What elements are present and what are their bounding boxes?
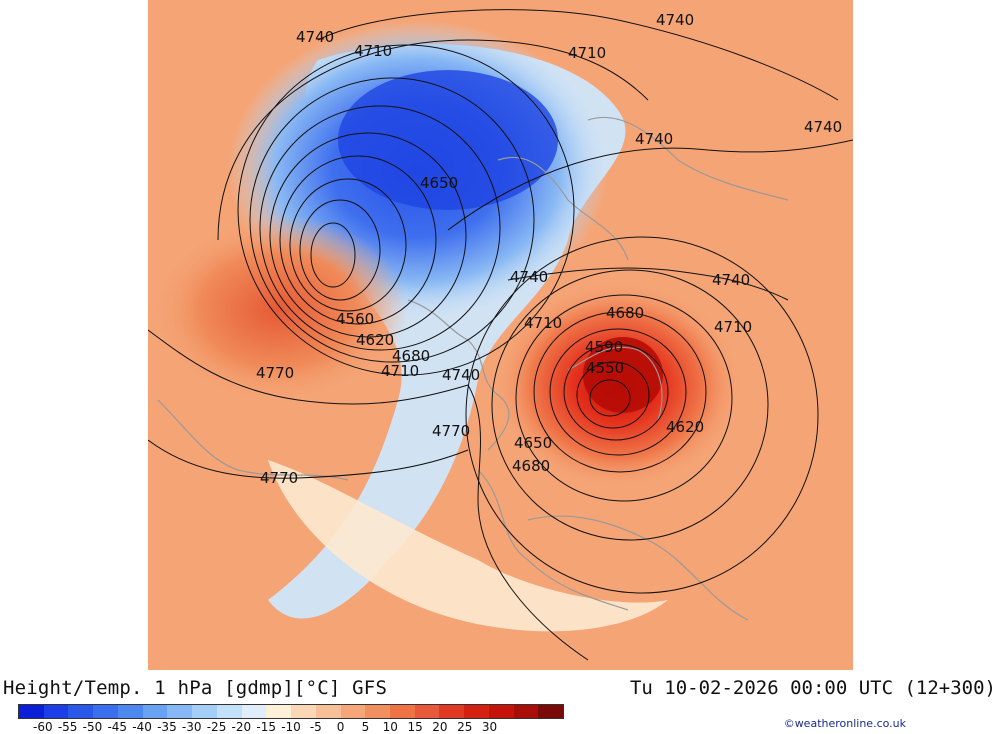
contour-label: 4620 [356, 331, 394, 349]
contour-label: 4770 [432, 422, 470, 440]
contour-label: 4710 [524, 314, 562, 332]
colorbar-swatch [19, 705, 44, 718]
colorbar-swatch [216, 705, 242, 718]
contour-label: 4590 [585, 338, 623, 356]
colorbar-tick-label: 10 [382, 720, 398, 734]
colorbar-tick-label: 15 [407, 720, 423, 734]
colorbar-swatch [117, 705, 143, 718]
colorbar-tick-label: -40 [132, 720, 152, 734]
contour-label: 4650 [420, 174, 458, 192]
contour-label: 4740 [510, 268, 548, 286]
contour-label: 4740 [804, 118, 842, 136]
contour-label: 4740 [635, 130, 673, 148]
colorbar-tick-label: 30 [481, 720, 498, 734]
colorbar-swatch [538, 705, 564, 718]
colorbar [18, 704, 564, 719]
warm-left [148, 215, 408, 405]
coastlines [157, 116, 789, 621]
weather-map: 4740 4710 4710 4740 4740 4740 4650 4740 … [148, 0, 853, 670]
colorbar-tick-label: -20 [231, 720, 252, 734]
colorbar-tick-label: 20 [432, 720, 448, 734]
colorbar-swatch [414, 705, 440, 718]
contour-label: 4550 [586, 359, 624, 377]
colorbar-swatch [291, 705, 316, 718]
colorbar-swatch [439, 705, 465, 718]
colorbar-swatch [93, 705, 118, 718]
colorbar-tick-label: -25 [206, 720, 227, 734]
warm-core-center [583, 337, 663, 413]
colorbar-swatch [390, 705, 415, 718]
colorbar-swatch [488, 705, 514, 718]
colorbar-tick-label: 25 [457, 720, 473, 734]
colorbar-tick-label: -30 [181, 720, 202, 734]
contours-low-east [465, 236, 819, 594]
contour-labels: 4740 4710 4710 4740 4740 4740 4650 4740 … [256, 11, 842, 487]
contour-label: 4710 [381, 362, 419, 380]
credit-link[interactable]: ©weatheronline.co.uk [783, 717, 906, 730]
contour-label: 4740 [296, 28, 334, 46]
colorbar-tick-label: -35 [157, 720, 177, 734]
map-title: Height/Temp. 1 hPa [gdmp][°C] GFS [3, 677, 388, 699]
colorbar-tick-label: -10 [281, 720, 301, 734]
contour-label: 4710 [354, 42, 392, 60]
contours-outer [148, 9, 853, 661]
colorbar-tick-label: -60 [33, 720, 53, 734]
contours-low-west [217, 39, 649, 376]
colorbar-ticks: -60 -55 -50 -45 -40 -35 -30 -25 -20 -15 -10 -5 0 5 10 1… [18, 720, 564, 734]
colorbar-swatch [192, 705, 217, 718]
colorbar-swatch [315, 705, 341, 718]
contour-label: 4650 [514, 434, 552, 452]
cold-core [338, 70, 558, 210]
colorbar-swatch [167, 705, 193, 718]
contour-label: 4680 [606, 304, 644, 322]
colorbar-tick-label: 0 [336, 720, 345, 734]
colorbar-swatch [68, 705, 94, 718]
contour-label: 4710 [568, 44, 606, 62]
contour-label: 4740 [442, 366, 480, 384]
colorbar-tick-label: -5 [309, 720, 322, 734]
contour-label: 4680 [392, 347, 430, 365]
map-canvas: 4740 4710 4710 4740 4740 4740 4650 4740 … [148, 0, 853, 670]
colorbar-tick-label: -15 [256, 720, 276, 734]
colorbar-swatch [43, 705, 69, 718]
colorbar-swatch [241, 705, 267, 718]
contour-label: 4770 [260, 469, 298, 487]
colorbar-tick-label: -45 [107, 720, 128, 734]
colorbar-swatch [365, 705, 391, 718]
colorbar-swatch [142, 705, 168, 718]
colorbar-tick-label: -50 [82, 720, 103, 734]
colorbar-swatch [340, 705, 366, 718]
colorbar-swatch [464, 705, 489, 718]
contour-label: 4740 [712, 271, 750, 289]
contour-label: 4560 [336, 310, 374, 328]
contour-label: 4620 [666, 418, 704, 436]
contour-label: 4680 [512, 457, 550, 475]
contour-label: 4740 [656, 11, 694, 29]
contour-label: 4710 [714, 318, 752, 336]
contour-label: 4770 [256, 364, 294, 382]
colorbar-swatch [266, 705, 292, 718]
forecast-datetime: Tu 10-02-2026 00:00 UTC (12+300) [629, 677, 996, 699]
colorbar-tick-label: 5 [361, 720, 370, 734]
colorbar-swatch [513, 705, 539, 718]
colorbar-tick-label: -55 [57, 720, 78, 734]
